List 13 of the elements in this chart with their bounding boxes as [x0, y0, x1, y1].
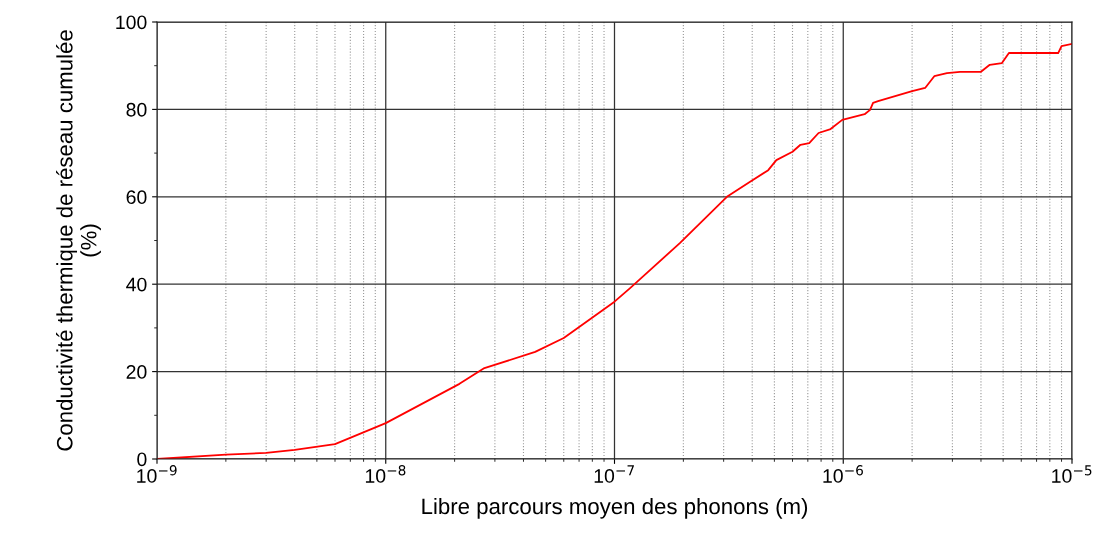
x-axis-title: Libre parcours moyen des phonons (m) — [422, 497, 808, 519]
y-tick-label: 100 — [116, 15, 147, 30]
y-axis-title: Conductivité thermique de réseau cumulée (%) — [56, 30, 101, 451]
x-tick-label: 10$^{−6}$ — [823, 465, 863, 483]
x-tick-label: 10$^{−7}$ — [594, 465, 634, 483]
y-tick-label: 20 — [126, 365, 147, 379]
y-tick-label: 60 — [126, 190, 147, 205]
y-tick-label: 0 — [137, 452, 147, 467]
y-tick-label: 80 — [126, 102, 147, 117]
y-tick-label: 40 — [126, 277, 147, 292]
x-tick-label: 10$^{−5}$ — [1052, 465, 1092, 483]
x-tick-label: 10$^{−8}$ — [365, 465, 406, 483]
x-tick-label: 10$^{−9}$ — [137, 465, 177, 483]
